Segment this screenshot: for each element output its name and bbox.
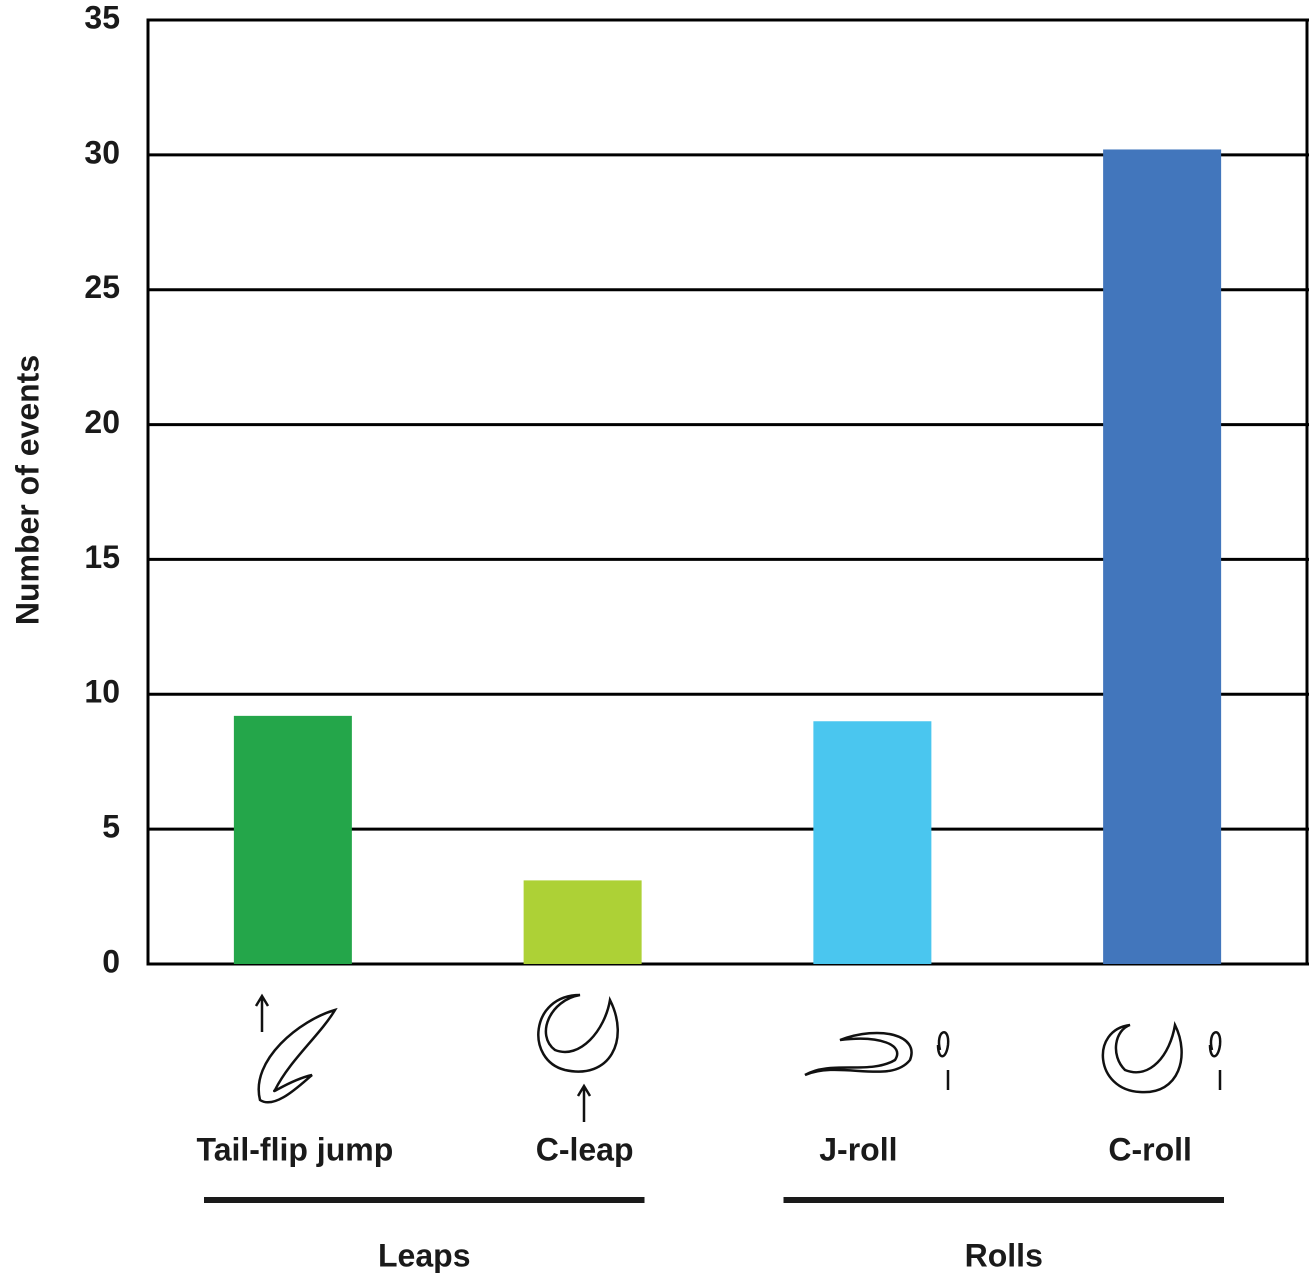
- spiral-icon: [936, 1031, 950, 1090]
- y-tick-label: 20: [84, 404, 120, 440]
- fish-icon: [804, 1031, 913, 1077]
- y-tick-label: 15: [84, 539, 120, 575]
- fish-icon: [257, 1007, 338, 1104]
- y-tick-label: 10: [84, 674, 120, 710]
- x-tick-label: J-roll: [819, 1131, 897, 1167]
- x-tick-label: Tail-flip jump: [197, 1131, 394, 1167]
- group-label: Leaps: [378, 1237, 470, 1273]
- fish-icon: [1101, 1021, 1183, 1094]
- arrow-icon: [254, 993, 270, 1032]
- bar: [233, 715, 352, 964]
- y-tick-label: 30: [84, 134, 120, 170]
- arrow-icon: [576, 1083, 592, 1122]
- y-tick-label: 35: [84, 0, 120, 35]
- y-tick-label: 5: [102, 809, 120, 845]
- bar: [523, 880, 642, 964]
- y-tick-label: 0: [102, 943, 120, 979]
- spiral-icon: [1208, 1031, 1222, 1090]
- bar: [1103, 149, 1222, 964]
- x-tick-label: C-leap: [536, 1131, 634, 1167]
- group-label: Rolls: [965, 1237, 1043, 1273]
- bar: [813, 721, 932, 964]
- fish-icon: [537, 993, 619, 1073]
- behaviour-icons: [254, 993, 1222, 1122]
- y-axis-label: Number of events: [9, 355, 45, 625]
- y-tick-label: 25: [84, 269, 120, 305]
- x-tick-label: C-roll: [1108, 1131, 1192, 1167]
